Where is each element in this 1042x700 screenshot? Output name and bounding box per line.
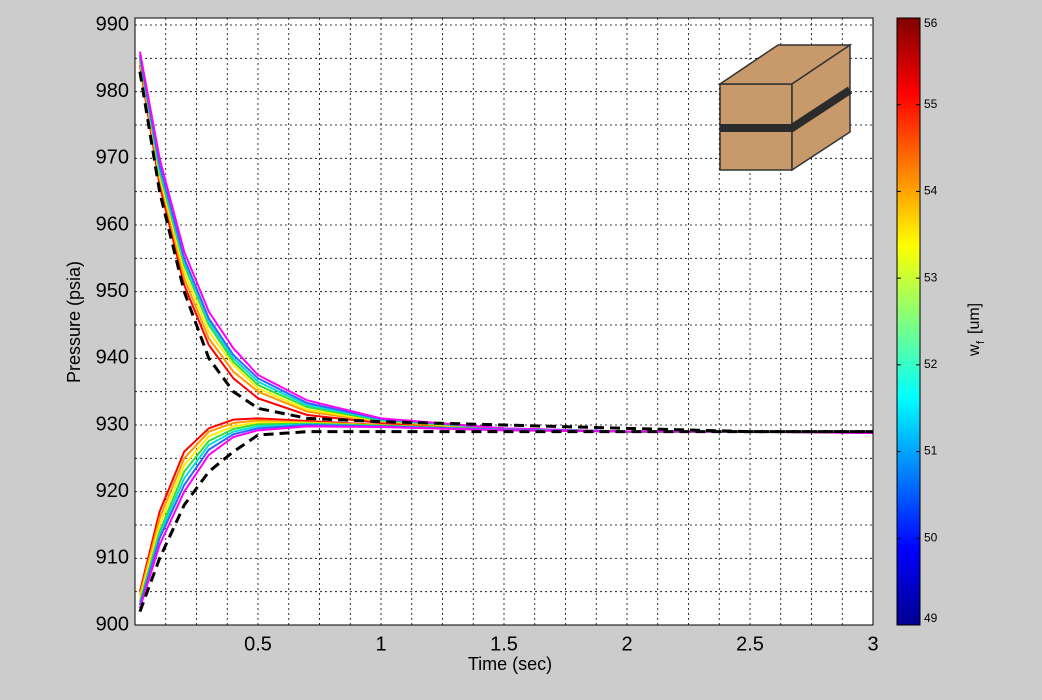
x-tick-label: 1.5: [490, 633, 518, 655]
lines: [138, 51, 874, 613]
y-tick-label: 950: [96, 280, 129, 302]
colorbar-tick-label: 49: [924, 611, 938, 625]
colorbar-tick-label: 56: [924, 16, 938, 30]
y-tick-label: 920: [96, 480, 129, 502]
colorbar-tick-label: 55: [924, 97, 938, 111]
y-tick-label: 900: [96, 613, 129, 635]
series-line: [138, 430, 873, 613]
x-tick-label: 0.5: [244, 633, 272, 655]
y-tick-label: 940: [96, 347, 129, 369]
x-axis-label: Time (sec): [468, 654, 552, 674]
colorbar-tick-label: 51: [924, 444, 938, 458]
y-tick-label: 960: [96, 213, 129, 235]
colorbar-tick-label: 50: [924, 530, 938, 544]
x-tick-label: 1: [375, 633, 386, 655]
colorbar-label-unit: [um]: [966, 303, 983, 334]
colorbar-label-sub: f: [975, 340, 987, 344]
y-axis-label: Pressure (psia): [64, 261, 84, 383]
colorbar: [896, 17, 921, 626]
colorbar-tick-label: 52: [924, 357, 938, 371]
series-line: [138, 71, 873, 434]
inset-box: [717, 43, 853, 172]
colorbar-tick-label: 54: [924, 184, 938, 198]
plot-frame: [134, 17, 874, 626]
y-tick-label: 930: [96, 413, 129, 435]
x-tick-label: 3: [867, 633, 878, 655]
y-tick-label: 990: [96, 13, 129, 35]
y-tick-label: 980: [96, 80, 129, 102]
colorbar-label: w f [um]: [966, 303, 987, 357]
x-tick-label: 2.5: [736, 633, 764, 655]
colorbar-tick-label: 53: [924, 270, 938, 284]
colorbar-label-main: w: [966, 344, 983, 357]
y-tick-label: 910: [96, 547, 129, 569]
x-tick-label: 2: [621, 633, 632, 655]
y-tick-label: 970: [96, 147, 129, 169]
